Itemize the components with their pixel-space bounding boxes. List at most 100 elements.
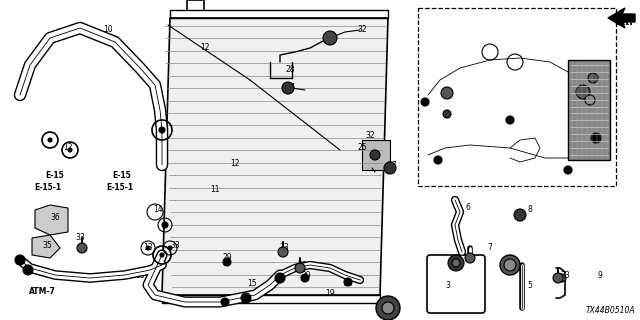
Circle shape [68, 148, 72, 152]
Text: 17: 17 [493, 143, 503, 153]
Circle shape [443, 110, 451, 118]
Text: 28: 28 [285, 66, 295, 75]
Polygon shape [162, 18, 388, 295]
Text: 8: 8 [527, 205, 532, 214]
Text: 3: 3 [445, 281, 451, 290]
Text: 12: 12 [63, 143, 73, 153]
Circle shape [15, 255, 25, 265]
Circle shape [588, 73, 598, 83]
Text: 23: 23 [443, 84, 453, 92]
Text: E-15: E-15 [45, 171, 65, 180]
Text: 25: 25 [357, 143, 367, 153]
Text: 13: 13 [143, 244, 153, 252]
Text: 4: 4 [508, 258, 513, 267]
Text: 22: 22 [510, 140, 520, 149]
Text: ATM-7: ATM-7 [29, 287, 56, 297]
Text: 33: 33 [560, 270, 570, 279]
Polygon shape [608, 8, 635, 28]
Text: TX44B0510A: TX44B0510A [586, 306, 635, 315]
Text: 6: 6 [465, 204, 470, 212]
Circle shape [146, 246, 150, 250]
Circle shape [514, 209, 526, 221]
Text: 12: 12 [230, 158, 240, 167]
Text: ATM-7: ATM-7 [419, 173, 445, 182]
Bar [362, 140, 390, 170]
Text: 26: 26 [383, 303, 393, 313]
Circle shape [275, 273, 285, 283]
Circle shape [160, 253, 164, 257]
Circle shape [344, 278, 352, 286]
Text: 29: 29 [343, 279, 353, 289]
Text: 36: 36 [50, 213, 60, 222]
Text: 20: 20 [423, 70, 433, 79]
Text: FR.: FR. [611, 17, 629, 27]
Circle shape [465, 253, 475, 263]
Bar [568, 60, 610, 160]
FancyBboxPatch shape [427, 255, 485, 313]
Text: 30: 30 [597, 20, 607, 28]
Circle shape [434, 156, 442, 164]
Text: 19: 19 [325, 290, 335, 299]
Circle shape [576, 85, 590, 99]
Bar [418, 8, 616, 186]
Circle shape [506, 116, 514, 124]
Text: 12: 12 [200, 44, 210, 52]
Circle shape [558, 274, 566, 282]
Text: 29: 29 [567, 164, 577, 172]
Circle shape [591, 133, 601, 143]
Circle shape [301, 274, 309, 282]
Circle shape [421, 98, 429, 106]
Text: 33: 33 [75, 234, 85, 243]
Circle shape [585, 95, 595, 105]
Text: 15: 15 [247, 279, 257, 289]
Circle shape [370, 150, 380, 160]
Circle shape [77, 243, 87, 253]
Circle shape [221, 298, 229, 306]
Text: 5: 5 [527, 281, 532, 290]
Circle shape [382, 302, 394, 314]
Circle shape [452, 259, 460, 267]
Text: 27: 27 [387, 161, 397, 170]
Text: FR.: FR. [615, 17, 633, 27]
Text: 32: 32 [365, 131, 375, 140]
Circle shape [564, 166, 572, 174]
Text: 2: 2 [596, 95, 600, 105]
Text: 29: 29 [505, 116, 515, 124]
Text: 33: 33 [297, 260, 307, 269]
Text: 34: 34 [443, 108, 453, 116]
Text: 10: 10 [103, 26, 113, 35]
Text: 33: 33 [279, 244, 289, 252]
Text: E-15-1: E-15-1 [35, 182, 61, 191]
Text: 7: 7 [488, 244, 492, 252]
Circle shape [223, 258, 231, 266]
Text: 29: 29 [417, 99, 427, 108]
Text: 33: 33 [170, 241, 180, 250]
Text: E-15-1: E-15-1 [106, 182, 134, 191]
Text: 30: 30 [591, 127, 601, 137]
Circle shape [241, 293, 251, 303]
Text: 24: 24 [505, 55, 515, 65]
Circle shape [23, 265, 33, 275]
Circle shape [384, 162, 396, 174]
Circle shape [441, 87, 453, 99]
Text: 29: 29 [433, 154, 443, 163]
Text: E-15: E-15 [113, 171, 131, 180]
Circle shape [282, 82, 294, 94]
Circle shape [553, 273, 563, 283]
Text: 32: 32 [357, 26, 367, 35]
Text: 1: 1 [582, 84, 588, 92]
Polygon shape [32, 235, 60, 258]
Circle shape [376, 296, 400, 320]
Circle shape [162, 222, 168, 228]
Circle shape [278, 247, 288, 257]
Circle shape [323, 31, 337, 45]
Circle shape [295, 263, 305, 273]
Text: 27: 27 [285, 84, 295, 92]
Circle shape [159, 127, 165, 133]
Text: 29: 29 [23, 266, 33, 275]
Circle shape [500, 255, 520, 275]
Text: 29: 29 [222, 253, 232, 262]
Text: 9: 9 [598, 270, 602, 279]
Circle shape [48, 138, 52, 142]
Text: 31: 31 [593, 70, 603, 79]
